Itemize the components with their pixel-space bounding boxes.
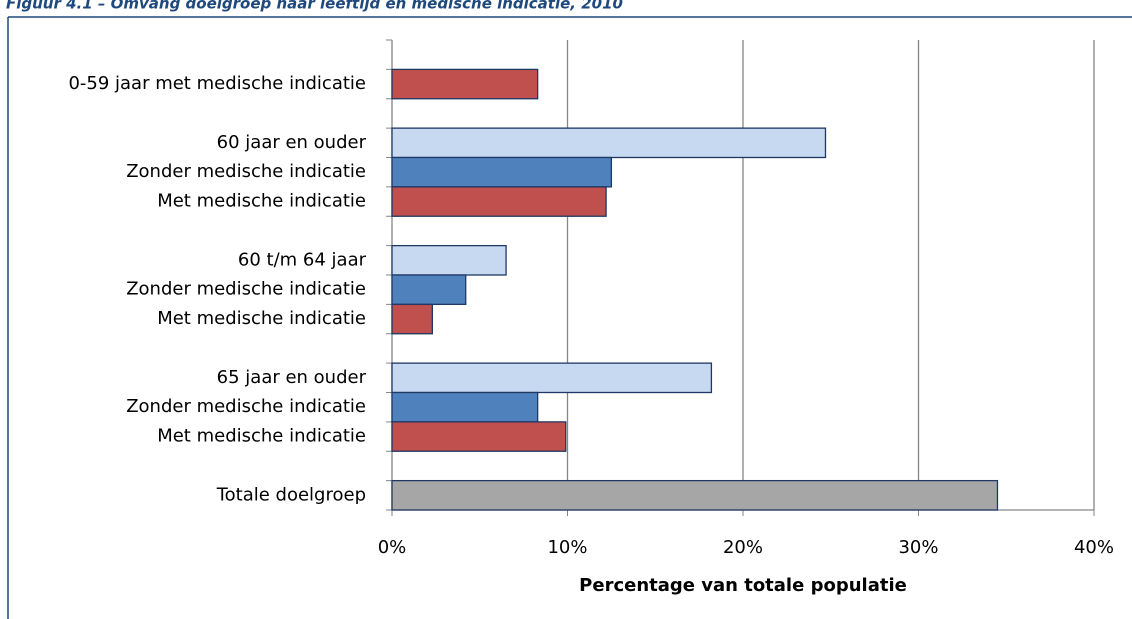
y-tick-label: Zonder medische indicatie: [126, 396, 366, 417]
y-tick-label: Met medische indicatie: [157, 191, 366, 212]
bar: [391, 68, 539, 100]
y-tick-label: 65 jaar en ouder: [217, 367, 367, 388]
bar: [391, 186, 607, 217]
y-tick-label: 60 jaar en ouder: [217, 132, 367, 153]
y-tick-label: Met medische indicatie: [157, 426, 366, 447]
x-tick-label: 30%: [898, 537, 938, 558]
x-axis-label: Percentage van totale populatie: [579, 575, 907, 596]
x-tick-label: 20%: [723, 537, 763, 558]
y-tick-label: Zonder medische indicatie: [126, 161, 366, 182]
y-tick-label: 60 t/m 64 jaar: [238, 249, 367, 270]
bar: [391, 244, 507, 276]
y-tick-label: Met medische indicatie: [157, 308, 366, 329]
y-tick-label: Zonder medische indicatie: [126, 279, 366, 300]
x-tick-label: 0%: [378, 537, 407, 558]
chart-title: Figuur 4.1 – Omvang doelgroep naar leeft…: [6, 0, 623, 13]
bar: [391, 479, 999, 511]
bar: [391, 127, 827, 159]
y-tick-label: 0-59 jaar met medische indicatie: [68, 73, 366, 94]
bar: [391, 303, 434, 335]
bar: [391, 421, 567, 452]
bar: [391, 274, 467, 306]
bar: [391, 362, 713, 394]
x-tick-label: 40%: [1074, 537, 1114, 558]
bar: [391, 156, 613, 188]
y-tick-label: Totale doelgroep: [216, 484, 366, 505]
bar: [391, 391, 539, 423]
x-tick-label: 10%: [547, 537, 587, 558]
